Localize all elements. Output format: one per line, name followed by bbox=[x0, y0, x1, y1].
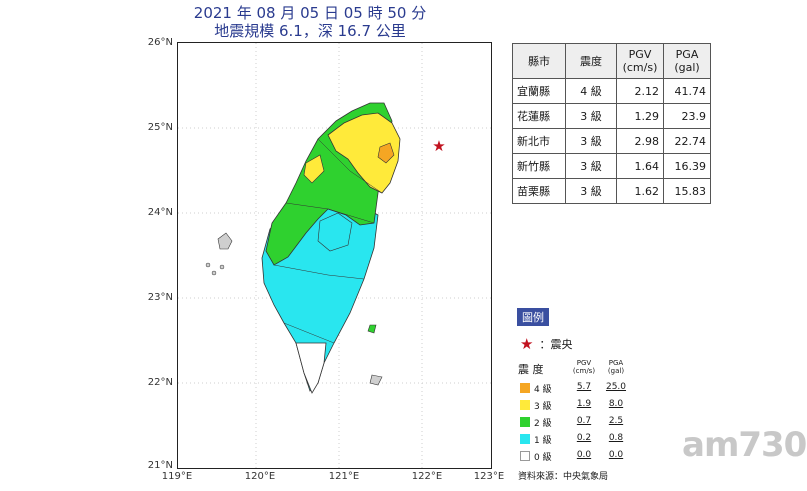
table-row: 新北市 3 級 2.98 22.74 bbox=[512, 128, 711, 154]
intensity-zone-1-central bbox=[317, 212, 353, 252]
legend-pga: 0.0 bbox=[608, 450, 624, 460]
legend-swatch bbox=[520, 383, 530, 393]
cell-pga: 41.74 bbox=[663, 78, 711, 104]
legend-swatch bbox=[520, 417, 530, 427]
table-row: 宜蘭縣 4 級 2.12 41.74 bbox=[512, 78, 711, 104]
header-pgv: PGV (cm/s) bbox=[616, 43, 664, 79]
map-title: 2021 年 08 月 05 日 05 時 50 分 地震規模 6.1，深 16… bbox=[160, 4, 460, 40]
cell-pga: 16.39 bbox=[663, 153, 711, 179]
lat-label-21: 21°N bbox=[147, 460, 173, 471]
epicenter-star-icon: ★ bbox=[432, 137, 445, 155]
green-island bbox=[367, 324, 377, 334]
legend-row-4: 4 級 5.7 25.0 bbox=[518, 381, 638, 396]
legend-pgv: 1.9 bbox=[576, 399, 592, 409]
cell-pgv: 1.62 bbox=[616, 178, 664, 204]
legend-head-pga: PGA (gal) bbox=[607, 359, 625, 375]
lon-label-123: 123°E bbox=[473, 471, 505, 482]
lon-label-121: 121°E bbox=[328, 471, 360, 482]
star-icon: ★ bbox=[520, 335, 534, 353]
intensity-map: ★ bbox=[177, 42, 492, 469]
intensity-zone-4 bbox=[377, 142, 395, 164]
lat-label-22: 22°N bbox=[147, 377, 173, 388]
cell-intensity: 3 級 bbox=[565, 178, 617, 204]
legend-epicenter-label: ：震央 bbox=[539, 338, 573, 351]
table-row: 花蓮縣 3 級 1.29 23.9 bbox=[512, 103, 711, 129]
table-row: 苗栗縣 3 級 1.62 15.83 bbox=[512, 178, 711, 204]
header-intensity: 震度 bbox=[565, 43, 617, 79]
table-header-row: 縣市 震度 PGV (cm/s) PGA (gal) bbox=[512, 43, 711, 79]
legend-level: 0 級 bbox=[534, 453, 552, 463]
legend-swatch bbox=[520, 451, 530, 461]
cell-pgv: 2.12 bbox=[616, 78, 664, 104]
legend-pga: 2.5 bbox=[608, 416, 624, 426]
legend-row-1: 1 級 0.2 0.8 bbox=[518, 432, 638, 447]
intensity-zone-3 bbox=[327, 112, 401, 194]
legend-row-3: 3 級 1.9 8.0 bbox=[518, 398, 638, 413]
legend-level: 2 級 bbox=[534, 419, 552, 429]
cell-county: 新北市 bbox=[512, 128, 566, 154]
data-source: 資料來源：中央氣象局 bbox=[518, 472, 609, 482]
cell-pgv: 1.64 bbox=[616, 153, 664, 179]
cell-pga: 15.83 bbox=[663, 178, 711, 204]
legend-tag: 圖例 bbox=[517, 308, 549, 326]
orchid-island bbox=[369, 374, 383, 386]
map-legend: 圖例 ★ ：震央 震 度 PGV (cm/s) PGA (gal) 4 級 5.… bbox=[512, 303, 642, 482]
intensity-zone-3-west bbox=[303, 154, 325, 184]
cell-intensity: 3 級 bbox=[565, 103, 617, 129]
am730-watermark-logo: am730 bbox=[682, 425, 807, 465]
lon-label-120: 120°E bbox=[244, 471, 276, 482]
legend-row-2: 2 級 0.7 2.5 bbox=[518, 415, 638, 430]
title-magnitude: 地震規模 6.1，深 16.7 公里 bbox=[214, 22, 406, 40]
legend-swatch bbox=[520, 434, 530, 444]
cell-pga: 23.9 bbox=[663, 103, 711, 129]
lat-label-23: 23°N bbox=[147, 292, 173, 303]
legend-swatch bbox=[520, 400, 530, 410]
table-row: 新竹縣 3 級 1.64 16.39 bbox=[512, 153, 711, 179]
legend-pga: 25.0 bbox=[605, 382, 627, 392]
legend-head-pgv: PGV (cm/s) bbox=[572, 359, 596, 375]
cell-pga: 22.74 bbox=[663, 128, 711, 154]
legend-pgv: 5.7 bbox=[576, 382, 592, 392]
legend-level: 1 級 bbox=[534, 436, 552, 446]
header-county: 縣市 bbox=[512, 43, 566, 79]
lat-label-24: 24°N bbox=[147, 207, 173, 218]
legend-head-intensity: 震 度 bbox=[518, 363, 544, 376]
cell-pgv: 2.98 bbox=[616, 128, 664, 154]
legend-pgv: 0.2 bbox=[576, 433, 592, 443]
legend-epicenter: ★ ：震央 bbox=[520, 335, 572, 353]
header-pga: PGA (gal) bbox=[663, 43, 711, 79]
cell-intensity: 3 級 bbox=[565, 153, 617, 179]
taiwan-map: ★ bbox=[178, 43, 491, 468]
penghu-islands bbox=[217, 232, 233, 250]
lon-label-122: 122°E bbox=[411, 471, 443, 482]
lat-label-25: 25°N bbox=[147, 122, 173, 133]
title-datetime: 2021 年 08 月 05 日 05 時 50 分 bbox=[193, 4, 427, 22]
cell-county: 花蓮縣 bbox=[512, 103, 566, 129]
cell-county: 苗栗縣 bbox=[512, 178, 566, 204]
legend-pga: 8.0 bbox=[608, 399, 624, 409]
lon-label-119: 119°E bbox=[161, 471, 193, 482]
legend-row-0: 0 級 0.0 0.0 bbox=[518, 449, 638, 464]
cell-county: 新竹縣 bbox=[512, 153, 566, 179]
station-intensity-table: 縣市 震度 PGV (cm/s) PGA (gal) 宜蘭縣 4 級 2.12 … bbox=[512, 43, 711, 204]
legend-pga: 0.8 bbox=[608, 433, 624, 443]
intensity-zone-0 bbox=[295, 342, 327, 394]
cell-county: 宜蘭縣 bbox=[512, 78, 566, 104]
legend-level: 4 級 bbox=[534, 385, 552, 395]
legend-pgv: 0.0 bbox=[576, 450, 592, 460]
cell-intensity: 4 級 bbox=[565, 78, 617, 104]
cell-intensity: 3 級 bbox=[565, 128, 617, 154]
legend-pgv: 0.7 bbox=[576, 416, 592, 426]
legend-level: 3 級 bbox=[534, 402, 552, 412]
cell-pgv: 1.29 bbox=[616, 103, 664, 129]
lat-label-26: 26°N bbox=[147, 37, 173, 48]
